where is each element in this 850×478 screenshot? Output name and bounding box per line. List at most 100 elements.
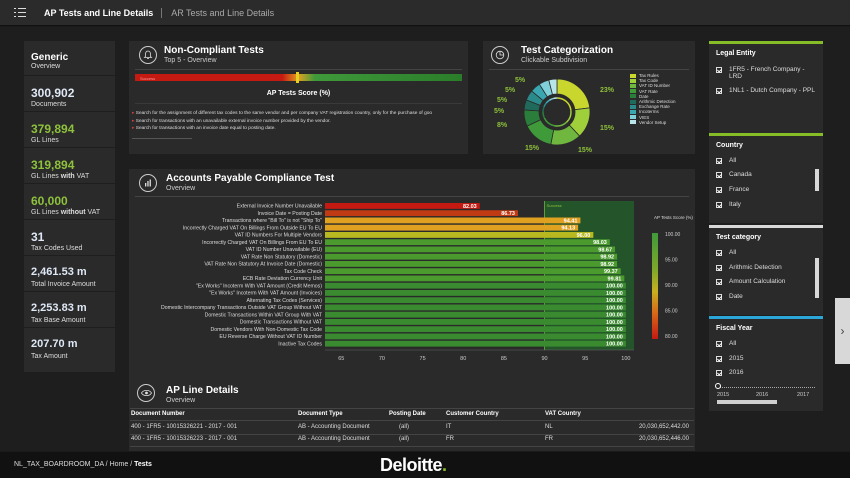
column-header[interactable]: VAT Country — [545, 411, 581, 417]
bar[interactable] — [325, 319, 626, 325]
scrollbar[interactable] — [815, 258, 819, 298]
tab-ar-tests[interactable]: AR Tests and Line Details — [161, 7, 282, 18]
bar[interactable] — [325, 217, 581, 224]
bar[interactable] — [325, 304, 626, 311]
horizontal-scrollbar[interactable] — [717, 400, 777, 404]
bar[interactable] — [325, 290, 626, 296]
expand-panel-button[interactable]: › — [835, 298, 850, 364]
legend-item[interactable]: VAT Rate — [630, 89, 676, 94]
donut-slice[interactable] — [556, 78, 591, 111]
bar[interactable] — [325, 333, 626, 340]
checkbox[interactable] — [716, 88, 722, 94]
checkbox[interactable] — [716, 158, 722, 164]
bar[interactable] — [325, 340, 626, 347]
column-header[interactable]: Document Number — [131, 411, 185, 417]
note-item[interactable]: ▸ Search for transactions with an unavai… — [132, 118, 331, 124]
legend-swatch — [630, 78, 636, 83]
table-cell: 400 - 1FR5 - 10015326221 - 2017 - 001 — [131, 424, 238, 430]
bar[interactable] — [325, 297, 626, 304]
legend-tick: 90.00 — [665, 283, 678, 289]
filter-option[interactable]: Canada — [716, 171, 752, 178]
filter-option[interactable]: France — [716, 186, 749, 193]
x-tick-label: 95 — [582, 356, 588, 362]
scrollbar[interactable] — [815, 169, 819, 191]
checkbox[interactable] — [716, 279, 722, 285]
legend-item[interactable]: Vendor Setup — [630, 120, 676, 125]
filter-option[interactable]: 1FR5 - French Company - LRD — [716, 66, 816, 80]
bar[interactable] — [325, 203, 480, 209]
legend-label: Tax Code — [639, 78, 659, 84]
column-header[interactable]: Document Type — [298, 411, 343, 417]
bar[interactable] — [325, 224, 579, 231]
checkbox[interactable] — [716, 250, 722, 256]
bar[interactable] — [325, 210, 518, 217]
bar[interactable] — [325, 239, 610, 246]
bar[interactable] — [325, 326, 626, 333]
checkbox[interactable] — [716, 370, 722, 376]
legend-item[interactable]: Tax Code — [630, 78, 676, 83]
legend-item[interactable]: Date — [630, 94, 676, 99]
ap-compliance-panel[interactable]: Accounts Payable Compliance Test Overvie… — [129, 169, 695, 390]
filter-option[interactable]: 2015 — [716, 355, 743, 362]
bar[interactable] — [325, 311, 626, 318]
donut-slice[interactable] — [548, 78, 558, 96]
year-slider-track[interactable] — [717, 385, 815, 388]
filter-option[interactable]: All — [716, 249, 736, 256]
checkbox[interactable] — [716, 356, 722, 362]
column-header[interactable]: Customer Country — [446, 411, 499, 417]
filter-option[interactable]: All — [716, 340, 736, 347]
bar[interactable] — [325, 282, 626, 289]
amount-cell: 20,030,652,446.00 — [638, 436, 689, 442]
ap-line-details-panel[interactable]: AP Line Details Overview — [129, 379, 695, 451]
slice-label: 5% — [494, 108, 505, 115]
checkbox[interactable] — [716, 172, 722, 178]
breadcrumb-item[interactable]: Home — [109, 461, 129, 468]
value-label: 99.37 — [604, 269, 618, 275]
menu-icon[interactable] — [14, 7, 26, 18]
bar[interactable] — [325, 261, 618, 267]
legend-item[interactable]: Tax Rules — [630, 73, 676, 78]
legend-item[interactable]: Incoterms — [630, 109, 676, 114]
checkbox[interactable] — [716, 294, 722, 300]
checkbox[interactable] — [716, 67, 722, 73]
filter-option[interactable]: 2016 — [716, 369, 743, 376]
checkbox[interactable] — [716, 265, 722, 271]
donut-chart[interactable]: 23% 15% 15% 15% 8% 5% 5% 5% 5% — [487, 71, 627, 153]
bar[interactable] — [325, 253, 618, 260]
checkbox[interactable] — [716, 341, 722, 347]
scrollbar[interactable] — [132, 135, 192, 139]
non-compliant-panel[interactable]: Non-Compliant Tests Top 5 - Overview Suc… — [129, 41, 468, 154]
filter-option[interactable]: 1NL1 - Dutch Company - PPL — [716, 87, 816, 94]
x-tick-label: 90 — [541, 356, 547, 362]
panel-subtitle: Overview — [166, 185, 196, 192]
note-item[interactable]: ▸ Search for the assignment of different… — [132, 111, 433, 116]
value-label: 82.03 — [463, 204, 477, 210]
kpi-documents: 300,902 Documents — [24, 76, 115, 112]
bar[interactable] — [325, 268, 621, 275]
filter-option[interactable]: Arithmic Detection — [716, 264, 782, 271]
x-tick-label: 80 — [460, 356, 466, 362]
bar[interactable] — [325, 275, 625, 282]
column-header[interactable]: Posting Date — [389, 411, 426, 417]
checkbox[interactable] — [716, 187, 722, 193]
tab-ap-tests[interactable]: AP Tests and Line Details — [44, 7, 154, 18]
filter-option[interactable]: Amount Calculation — [716, 278, 785, 285]
ap-compliance-chart[interactable]: Success External Invoice Number Unavailab… — [129, 197, 695, 390]
legend-item[interactable]: VAT ID Number — [630, 83, 676, 88]
filter-option[interactable]: All — [716, 157, 736, 164]
breadcrumb-item[interactable]: NL_TAX_BOARDROOM_DA — [14, 461, 104, 468]
legend-item[interactable]: Arithmic Detection — [630, 99, 676, 104]
legend-swatch — [630, 94, 636, 99]
bar[interactable] — [325, 232, 594, 238]
note-item[interactable]: ▸ Search for transactions with an invoic… — [132, 126, 276, 131]
legend-item[interactable]: VIES — [630, 115, 676, 120]
legend-item[interactable]: Exchange Rate — [630, 104, 676, 109]
checkbox[interactable] — [716, 202, 722, 208]
kpi-label: Tax Amount — [31, 353, 68, 360]
year-slider-handle[interactable] — [715, 383, 721, 389]
categorization-panel[interactable]: Test Categorization Clickable Subdivisio… — [483, 41, 695, 154]
filter-option[interactable]: Date — [716, 293, 743, 300]
bar[interactable] — [325, 246, 616, 253]
table-cell: AB - Accounting Document — [298, 436, 370, 442]
filter-option[interactable]: Italy — [716, 201, 741, 208]
